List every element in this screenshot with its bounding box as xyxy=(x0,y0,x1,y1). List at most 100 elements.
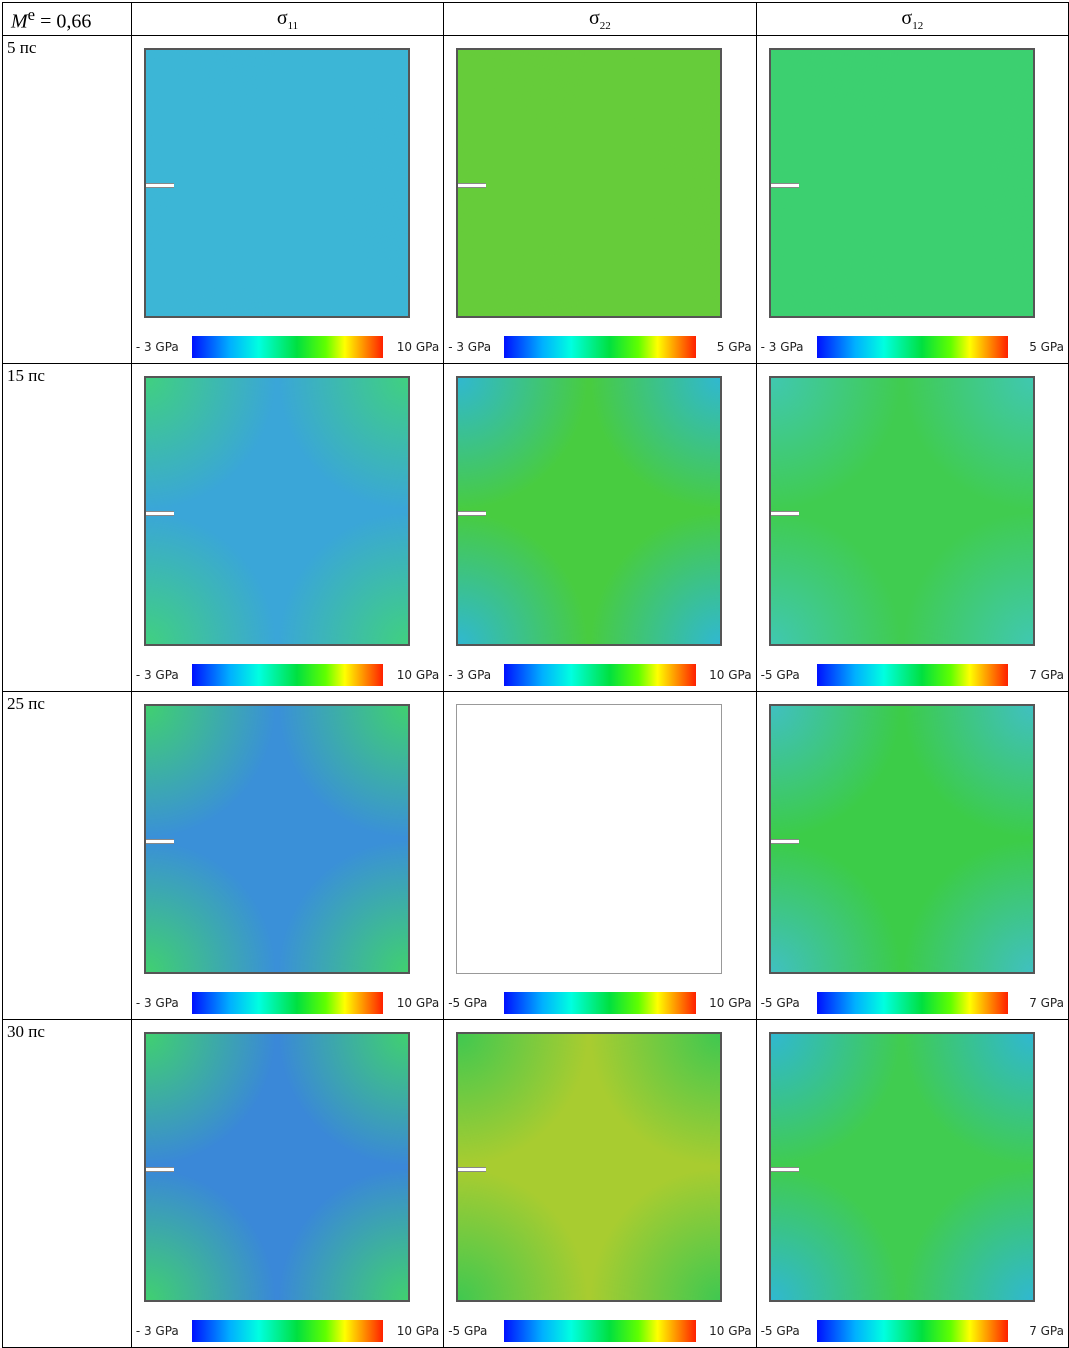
colorbar-gradient xyxy=(191,992,384,1014)
header-row: Me = 0,66 σ11 σ22 σ12 xyxy=(2,2,1069,36)
time-row: 25 пс - 3 GPa 10 GPa -5 GPa 10 GPa -5 GP… xyxy=(2,691,1069,1020)
crack xyxy=(145,839,174,844)
stress-field-plot xyxy=(456,48,723,318)
colorbar-gradient xyxy=(504,664,696,686)
col-header-s11: σ11 xyxy=(130,2,445,36)
colorbar: -5 GPa 10 GPa xyxy=(448,991,752,1015)
colorbar-max-label: 10 GPa xyxy=(709,668,752,682)
stress-field-cell: - 3 GPa 10 GPa xyxy=(130,363,445,692)
time-label: 30 пс xyxy=(7,1022,45,1041)
colorbar-max-label: 7 GPa xyxy=(1029,668,1064,682)
colorbar-gradient xyxy=(816,336,1008,358)
colorbar-min-label: -5 GPa xyxy=(448,996,488,1010)
stress-field-cell: - 3 GPa 5 GPa xyxy=(443,35,757,364)
colorbar-max-label: 5 GPa xyxy=(1029,340,1064,354)
sigma: σ xyxy=(276,6,288,29)
stress-field-plot xyxy=(768,376,1035,646)
colorbar-min-label: - 3 GPa xyxy=(135,668,179,682)
colorbar-max-label: 7 GPa xyxy=(1029,996,1064,1010)
colorbar-min-label: -5 GPa xyxy=(760,668,800,682)
stress-field-plot xyxy=(768,1032,1035,1302)
time-row: 15 пс - 3 GPa 10 GPa - 3 GPa 10 GPa -5 G… xyxy=(2,363,1069,692)
colorbar-gradient xyxy=(191,1320,384,1342)
time-label: 25 пс xyxy=(7,694,45,713)
colorbar-max-label: 10 GPa xyxy=(396,996,440,1010)
colorbar-min-label: - 3 GPa xyxy=(135,996,179,1010)
sub: 12 xyxy=(912,19,924,32)
colorbar-gradient xyxy=(191,664,384,686)
stress-field-cell: -5 GPa 10 GPa xyxy=(443,691,757,1020)
colorbar: -5 GPa 10 GPa xyxy=(448,1319,752,1343)
crack xyxy=(770,839,799,844)
stress-field-cell: - 3 GPa 10 GPa xyxy=(130,1019,445,1348)
crack xyxy=(770,1167,799,1172)
colorbar-max-label: 5 GPa xyxy=(716,340,752,354)
colorbar: - 3 GPa 10 GPa xyxy=(136,991,439,1015)
crack xyxy=(145,1167,174,1172)
stress-field-cell: - 3 GPa 10 GPa xyxy=(130,35,445,364)
crack xyxy=(458,183,487,188)
crack xyxy=(770,511,799,516)
crack xyxy=(458,511,487,516)
colorbar: - 3 GPa 10 GPa xyxy=(136,335,439,359)
time-row: 30 пс - 3 GPa 10 GPa -5 GPa 10 GPa -5 GP… xyxy=(2,1019,1069,1348)
time-label-cell: 25 пс xyxy=(2,691,132,1020)
stress-field-plot xyxy=(456,376,723,646)
colorbar: -5 GPa 7 GPa xyxy=(761,1319,1064,1343)
time-row: 5 пс - 3 GPa 10 GPa - 3 GPa 5 GPa - 3 GP… xyxy=(2,35,1069,364)
stress-field-cell: -5 GPa 10 GPa xyxy=(443,1019,757,1348)
stress-field-cell: - 3 GPa 10 GPa xyxy=(130,691,445,1020)
colorbar-min-label: -5 GPa xyxy=(760,996,800,1010)
time-label-cell: 15 пс xyxy=(2,363,132,692)
stress-field-cell: -5 GPa 7 GPa xyxy=(755,1019,1069,1348)
colorbar-gradient xyxy=(504,1320,696,1342)
crack xyxy=(770,183,799,188)
colorbar: - 3 GPa 10 GPa xyxy=(136,1319,439,1343)
colorbar-max-label: 7 GPa xyxy=(1029,1324,1064,1338)
stress-field-plot xyxy=(143,1032,410,1302)
colorbar: - 3 GPa 5 GPa xyxy=(761,335,1064,359)
colorbar-gradient xyxy=(816,664,1008,686)
sigma: σ xyxy=(589,6,600,29)
stress-field-plot xyxy=(143,704,410,974)
colorbar-max-label: 10 GPa xyxy=(709,996,752,1010)
colorbar-gradient xyxy=(816,992,1008,1014)
time-label: 15 пс xyxy=(7,366,45,385)
sub: 11 xyxy=(287,19,299,32)
colorbar-max-label: 10 GPa xyxy=(396,340,440,354)
stress-field-plot xyxy=(143,376,410,646)
colorbar-max-label: 10 GPa xyxy=(396,1324,440,1338)
colorbar: - 3 GPa 10 GPa xyxy=(136,663,439,687)
stress-field-plot xyxy=(768,48,1035,318)
colorbar-min-label: - 3 GPa xyxy=(760,340,804,354)
sub: 22 xyxy=(599,19,611,32)
col-header-s12: σ12 xyxy=(755,2,1069,36)
crack xyxy=(458,1167,487,1172)
crack xyxy=(145,183,174,188)
stress-field-plot xyxy=(768,704,1035,974)
time-label: 5 пс xyxy=(7,38,37,57)
colorbar-min-label: -5 GPa xyxy=(760,1324,800,1338)
param-sup: e xyxy=(27,4,36,24)
colorbar-min-label: - 3 GPa xyxy=(448,340,492,354)
colorbar-gradient xyxy=(191,336,384,358)
colorbar-min-label: - 3 GPa xyxy=(448,668,492,682)
colorbar-gradient xyxy=(504,336,696,358)
colorbar-gradient xyxy=(816,1320,1008,1342)
stress-field-cell: - 3 GPa 10 GPa xyxy=(443,363,757,692)
parameter-cell: Me = 0,66 xyxy=(2,2,132,36)
stress-field-cell: -5 GPa 7 GPa xyxy=(755,691,1069,1020)
time-label-cell: 5 пс xyxy=(2,35,132,364)
colorbar: - 3 GPa 5 GPa xyxy=(448,335,752,359)
colorbar: - 3 GPa 10 GPa xyxy=(448,663,752,687)
colorbar: -5 GPa 7 GPa xyxy=(761,991,1064,1015)
colorbar-max-label: 10 GPa xyxy=(709,1324,752,1338)
colorbar-gradient xyxy=(504,992,696,1014)
param-value: = 0,66 xyxy=(40,10,92,33)
stress-field-plot xyxy=(456,704,723,974)
col-header-s22: σ22 xyxy=(443,2,757,36)
sigma: σ xyxy=(901,6,913,29)
time-label-cell: 30 пс xyxy=(2,1019,132,1348)
stress-field-plot xyxy=(143,48,410,318)
